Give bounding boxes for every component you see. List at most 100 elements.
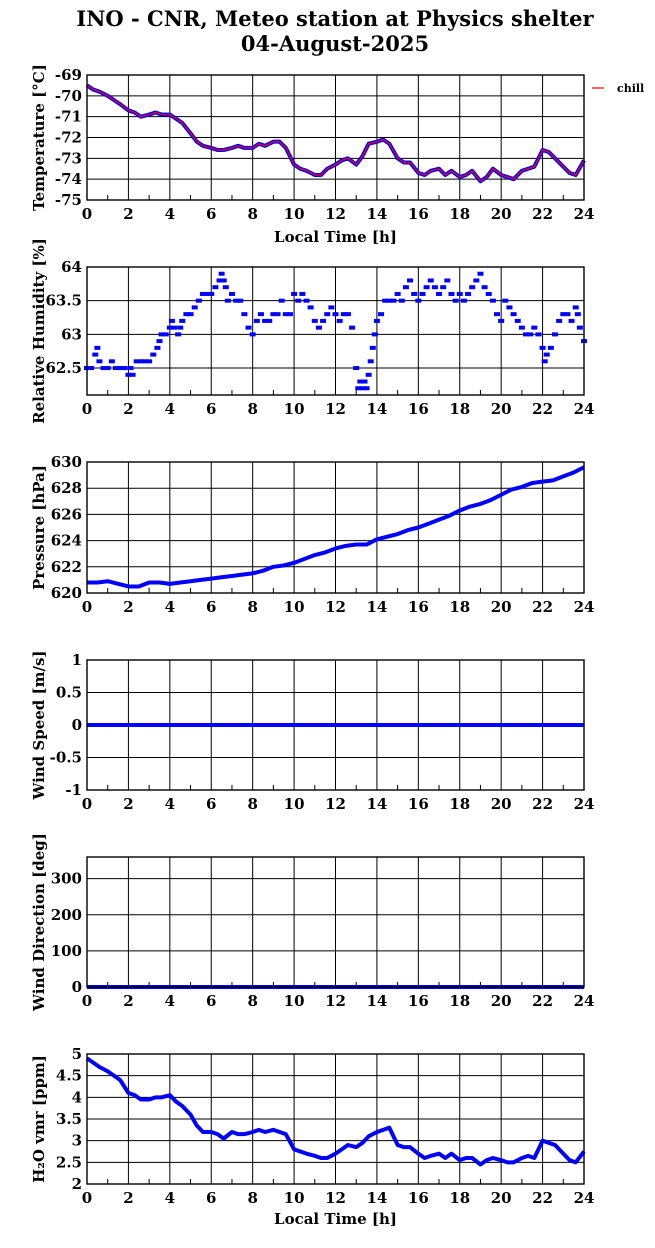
- data-point: [183, 312, 190, 317]
- x-tick-label: 24: [574, 1189, 595, 1207]
- x-tick-label: 0: [82, 1189, 92, 1207]
- data-point: [336, 318, 343, 323]
- y-tick-label: -0.5: [50, 749, 82, 767]
- data-point: [168, 318, 175, 323]
- data-point: [427, 278, 434, 283]
- x-tick-label: 8: [247, 400, 257, 418]
- data-point: [361, 379, 368, 384]
- data-point: [460, 298, 467, 303]
- data-point: [299, 291, 306, 296]
- x-tick-label: 4: [165, 992, 175, 1010]
- data-point: [527, 332, 534, 337]
- x-tick-label: 20: [491, 598, 512, 616]
- data-point: [344, 312, 351, 317]
- x-tick-label: 10: [284, 598, 305, 616]
- y-tick-label: -69: [55, 66, 82, 84]
- y-axis-label: Wind Direction [deg]: [30, 833, 48, 1012]
- data-point: [390, 298, 397, 303]
- data-point: [253, 318, 260, 323]
- data-point: [448, 291, 455, 296]
- data-point: [270, 312, 277, 317]
- data-point: [541, 359, 548, 364]
- data-point: [295, 298, 302, 303]
- x-tick-label: 20: [491, 400, 512, 418]
- data-point: [88, 366, 95, 371]
- data-point: [469, 285, 476, 290]
- x-tick-label: 18: [449, 400, 470, 418]
- data-point: [340, 312, 347, 317]
- x-tick-label: 8: [247, 795, 257, 813]
- x-tick-label: 2: [123, 205, 133, 223]
- data-point: [212, 285, 219, 290]
- data-point: [523, 332, 530, 337]
- y-tick-label: 100: [51, 942, 82, 960]
- x-tick-label: 20: [491, 1189, 512, 1207]
- data-point: [241, 312, 248, 317]
- x-axis-label: Local Time [h]: [274, 1210, 397, 1228]
- x-tick-label: 2: [123, 400, 133, 418]
- data-point: [199, 291, 206, 296]
- figure-title: INO - CNR, Meteo station at Physics shel…: [76, 6, 594, 31]
- y-tick-label: 62.5: [45, 359, 82, 377]
- data-point: [477, 271, 484, 276]
- plot-frame: [86, 266, 585, 396]
- data-point: [402, 285, 409, 290]
- x-tick-label: 6: [206, 1189, 216, 1207]
- x-tick-label: 14: [366, 205, 387, 223]
- x-tick-label: 10: [284, 795, 305, 813]
- data-point: [191, 305, 198, 310]
- x-tick-label: 8: [247, 598, 257, 616]
- y-tick-label: 4.5: [56, 1067, 82, 1085]
- x-tick-label: 22: [532, 598, 553, 616]
- x-tick-label: 4: [165, 400, 175, 418]
- data-point: [257, 312, 264, 317]
- y-tick-label: 200: [51, 906, 82, 924]
- y-tick-label: 622: [51, 558, 82, 576]
- x-tick-label: 14: [366, 795, 387, 813]
- data-point: [218, 271, 225, 276]
- x-tick-label: 20: [491, 205, 512, 223]
- data-point: [363, 386, 370, 391]
- data-point: [568, 318, 575, 323]
- data-point: [543, 352, 550, 357]
- y-tick-label: -72: [55, 129, 82, 147]
- x-tick-label: 4: [165, 598, 175, 616]
- y-axis-label: Pressure [hPa]: [30, 465, 48, 590]
- data-point: [141, 359, 148, 364]
- data-point: [291, 291, 298, 296]
- data-point: [100, 366, 107, 371]
- data-point: [481, 285, 488, 290]
- data-point: [324, 312, 331, 317]
- x-tick-label: 22: [532, 1189, 553, 1207]
- data-point: [224, 298, 231, 303]
- x-tick-label: 24: [574, 795, 595, 813]
- data-point: [506, 305, 513, 310]
- data-point: [539, 345, 546, 350]
- data-point: [177, 325, 184, 330]
- plot-frame: [86, 659, 585, 791]
- data-point: [233, 298, 240, 303]
- series-line: [85, 1056, 586, 1167]
- data-point: [195, 298, 202, 303]
- data-point: [444, 278, 451, 283]
- data-point: [465, 291, 472, 296]
- x-tick-label: 16: [408, 598, 429, 616]
- data-point: [349, 325, 356, 330]
- data-point: [552, 332, 559, 337]
- x-tick-label: 18: [449, 205, 470, 223]
- data-point: [398, 298, 405, 303]
- data-point: [117, 366, 124, 371]
- data-point: [431, 285, 438, 290]
- data-point: [307, 305, 314, 310]
- x-tick-label: 14: [366, 598, 387, 616]
- data-point: [204, 291, 211, 296]
- data-point: [216, 278, 223, 283]
- data-point: [531, 325, 538, 330]
- y-tick-label: 0: [72, 978, 82, 996]
- y-tick-label: 624: [51, 532, 82, 550]
- x-tick-label: 16: [408, 1189, 429, 1207]
- data-point: [249, 332, 256, 337]
- data-point: [556, 318, 563, 323]
- data-point: [564, 312, 571, 317]
- x-tick-label: 16: [408, 795, 429, 813]
